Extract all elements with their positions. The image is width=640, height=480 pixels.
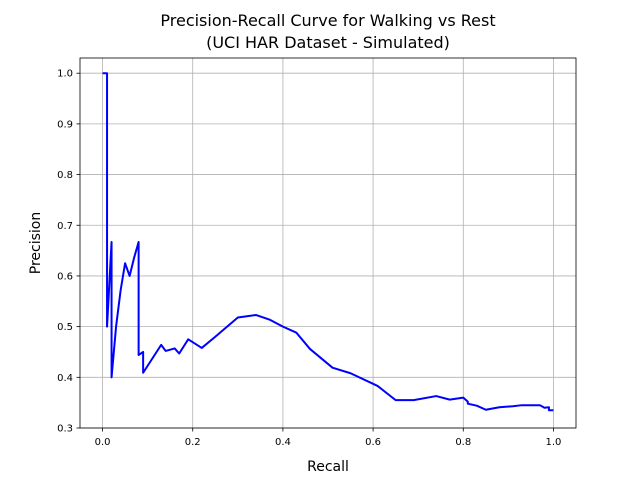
x-tick-label: 1.0 — [546, 437, 562, 448]
y-tick-label: 0.7 — [57, 221, 73, 232]
x-tick-label: 0.6 — [365, 437, 381, 448]
y-tick-label: 0.9 — [57, 119, 73, 130]
plot-area — [102, 72, 554, 412]
axes-frame — [79, 57, 577, 429]
y-tick-label: 0.3 — [57, 424, 73, 435]
y-tick-label: 0.6 — [57, 271, 73, 282]
y-tick-label: 0.8 — [57, 170, 73, 181]
x-tick-label: 0.8 — [455, 437, 471, 448]
y-tick-label: 0.5 — [57, 322, 73, 333]
chart-title-line2: (UCI HAR Dataset - Simulated) — [206, 33, 450, 52]
chart-title-line1: Precision-Recall Curve for Walking vs Re… — [160, 11, 495, 30]
pr-curve-line — [102, 72, 554, 412]
x-tick-label: 0.4 — [275, 437, 291, 448]
x-tick-label: 0.0 — [95, 437, 111, 448]
x-axis-label: Recall — [307, 459, 349, 475]
ticks: 0.0 0.2 0.4 0.6 0.8 1.0 0.3 0.4 0.5 0.6 0.7 0.8 0.9 1… — [57, 69, 561, 448]
x-tick-label: 0.2 — [185, 437, 201, 448]
y-axis-label: Precision — [28, 212, 44, 274]
y-tick-label: 0.4 — [57, 373, 73, 384]
grid — [80, 58, 576, 429]
y-tick-label: 1.0 — [57, 69, 73, 80]
